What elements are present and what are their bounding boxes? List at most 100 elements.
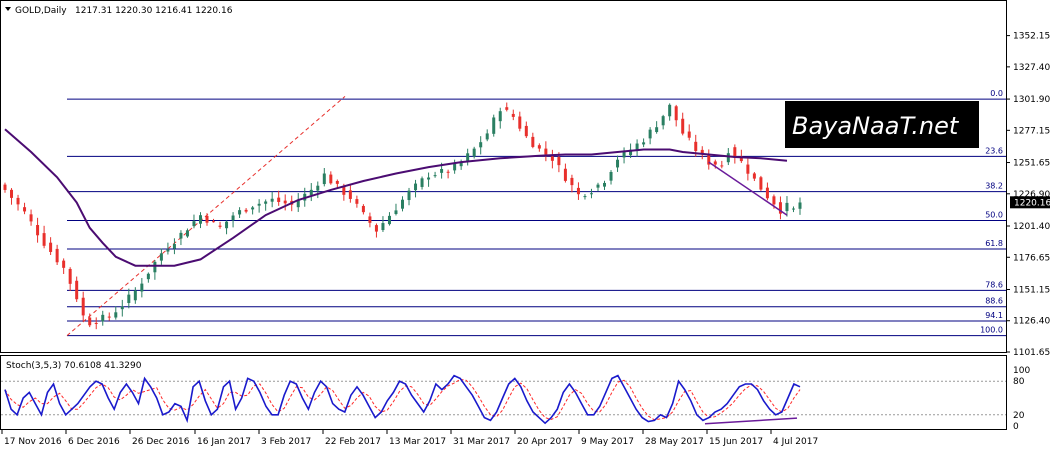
candle-body bbox=[563, 168, 567, 181]
date-tick-label: 9 May 2017 bbox=[581, 437, 634, 447]
candle-body bbox=[433, 175, 437, 177]
date-tick-label: 4 Jul 2017 bbox=[773, 437, 818, 447]
current-price-tag-background bbox=[1010, 196, 1050, 209]
indicator-header: Stoch(3,5,3) 70.6108 41.3290 bbox=[6, 361, 142, 371]
candle-body bbox=[407, 190, 411, 201]
price-tick-label: 1277.15 bbox=[1013, 126, 1050, 136]
candle-body bbox=[694, 141, 698, 151]
moving-average-line bbox=[4, 128, 788, 267]
price-tick-label: 1327.40 bbox=[1013, 63, 1050, 73]
candle-body bbox=[81, 297, 85, 316]
candle-body bbox=[381, 223, 385, 231]
candle-body bbox=[101, 314, 105, 322]
candle-body bbox=[629, 149, 633, 156]
date-tick-label: 15 Jun 2017 bbox=[709, 437, 763, 447]
price-tick-label: 1301.90 bbox=[1013, 95, 1050, 105]
candle-body bbox=[283, 200, 287, 204]
candle-body bbox=[687, 131, 691, 138]
candle-body bbox=[29, 214, 33, 222]
stoch-tick-label: 20 bbox=[1013, 411, 1025, 421]
candle-body bbox=[368, 216, 372, 223]
candle-body bbox=[225, 221, 229, 229]
candle-body bbox=[681, 118, 685, 134]
price-trend-line bbox=[708, 161, 788, 216]
candle-body bbox=[498, 111, 502, 122]
indicator-panel-border bbox=[0, 355, 1007, 430]
candle-body bbox=[713, 161, 717, 165]
candle-body bbox=[674, 106, 678, 121]
stoch-tick-label: 80 bbox=[1013, 377, 1025, 387]
candle-body bbox=[159, 253, 163, 261]
fib-level-label: 78.6 bbox=[985, 280, 1003, 289]
candle-body bbox=[361, 205, 365, 213]
symbol-label: GOLD,Daily bbox=[15, 6, 67, 16]
candle-body bbox=[570, 177, 574, 186]
candle-body bbox=[120, 306, 124, 310]
candle-body bbox=[778, 202, 782, 214]
candle-body bbox=[791, 208, 795, 210]
fib-level-label: 94.1 bbox=[985, 311, 1003, 320]
candle-body bbox=[583, 196, 587, 198]
candle-body bbox=[355, 199, 359, 204]
fib-level-label: 88.6 bbox=[985, 297, 1003, 306]
candle-body bbox=[726, 153, 730, 163]
candle-body bbox=[309, 189, 313, 196]
price-tick-label: 1176.65 bbox=[1013, 253, 1050, 263]
candle-body bbox=[401, 199, 404, 209]
candle-body bbox=[238, 210, 242, 215]
fib-level-label: 23.6 bbox=[985, 146, 1003, 155]
candle-body bbox=[94, 322, 98, 324]
candle-body bbox=[720, 165, 724, 167]
candle-body bbox=[75, 280, 79, 300]
candle-body bbox=[49, 242, 53, 252]
candle-body bbox=[446, 171, 450, 173]
fib-level-label: 38.2 bbox=[985, 182, 1003, 191]
candlesticks bbox=[3, 102, 802, 330]
fib-level-label: 61.8 bbox=[985, 239, 1003, 248]
candle-body bbox=[198, 215, 202, 224]
candle-body bbox=[655, 127, 659, 133]
fib-level-label: 0.0 bbox=[990, 89, 1003, 98]
watermark-background bbox=[785, 101, 979, 148]
trend-lines bbox=[708, 161, 788, 216]
candle-body bbox=[550, 156, 554, 161]
candle-body bbox=[622, 150, 626, 158]
candle-body bbox=[616, 159, 620, 168]
candle-body bbox=[251, 207, 255, 210]
candle-body bbox=[544, 148, 548, 155]
date-tick-label: 13 Mar 2017 bbox=[389, 437, 446, 447]
ohlc-label: 1217.31 1220.30 1216.41 1220.16 bbox=[75, 6, 233, 16]
candle-body bbox=[179, 232, 183, 239]
candle-body bbox=[277, 197, 281, 202]
candle-body bbox=[453, 163, 457, 171]
candle-body bbox=[642, 142, 646, 145]
candle-body bbox=[394, 210, 398, 214]
candle-body bbox=[218, 225, 222, 227]
candle-body bbox=[557, 157, 561, 166]
candle-body bbox=[603, 182, 607, 187]
candle-body bbox=[420, 178, 424, 187]
date-tick-label: 3 Feb 2017 bbox=[261, 437, 311, 447]
candle-body bbox=[10, 189, 14, 198]
candle-body bbox=[524, 125, 528, 137]
price-tick-label: 1151.15 bbox=[1013, 285, 1050, 295]
candle-body bbox=[668, 104, 672, 117]
candle-body bbox=[36, 224, 40, 236]
fib-level-label: 100.0 bbox=[980, 326, 1003, 335]
candle-body bbox=[114, 312, 118, 318]
candle-body bbox=[374, 225, 378, 232]
candle-body bbox=[459, 161, 463, 167]
candle-body bbox=[68, 268, 72, 284]
chevron-down-icon[interactable] bbox=[5, 7, 11, 11]
candle-body bbox=[589, 193, 593, 195]
date-tick-label: 6 Dec 2016 bbox=[68, 437, 120, 447]
candle-body bbox=[16, 197, 20, 205]
candle-body bbox=[746, 164, 750, 174]
candle-body bbox=[316, 185, 320, 191]
candle-body bbox=[472, 148, 476, 157]
candle-body bbox=[192, 221, 196, 227]
candle-body bbox=[55, 248, 59, 263]
candle-body bbox=[537, 145, 541, 149]
candle-body bbox=[648, 129, 652, 139]
